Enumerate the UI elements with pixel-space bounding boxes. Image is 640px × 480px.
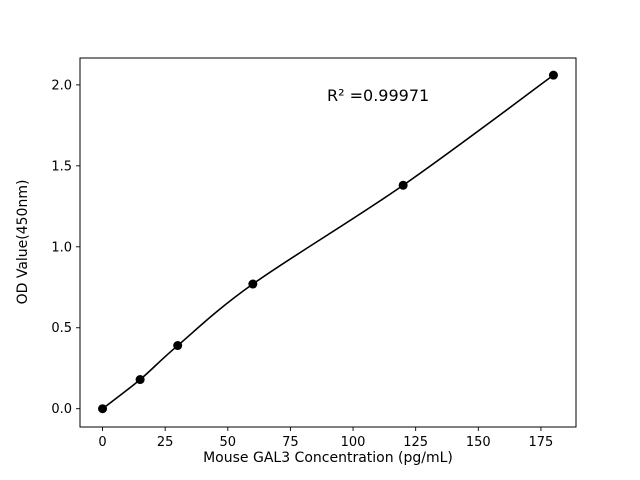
y-tick-label: 1.0 <box>51 240 72 255</box>
y-tick-label: 1.5 <box>51 159 72 174</box>
r-squared-annotation: R² =0.99971 <box>327 86 429 105</box>
plot-frame <box>79 57 577 428</box>
y-tick-label: 0.0 <box>51 402 72 417</box>
x-tick-label: 125 <box>403 435 428 450</box>
x-tick-label: 25 <box>157 435 174 450</box>
y-tick-label: 0.5 <box>51 321 72 336</box>
fit-line <box>102 74 554 410</box>
data-point <box>548 70 558 80</box>
y-tick-label: 2.0 <box>51 78 72 93</box>
data-point <box>135 375 145 385</box>
data-points <box>98 70 558 414</box>
x-tick-label: 175 <box>529 435 554 450</box>
y-axis-ticks: 0.0 0.5 1.0 1.5 2.0 <box>51 78 80 417</box>
data-point <box>173 341 183 351</box>
x-tick-label: 150 <box>466 435 491 450</box>
x-tick-label: 50 <box>220 435 237 450</box>
x-tick-label: 100 <box>341 435 366 450</box>
data-point <box>98 404 108 414</box>
data-point <box>398 180 408 190</box>
y-axis-label: OD Value(450nm) <box>15 180 31 305</box>
x-tick-label: 0 <box>98 435 106 450</box>
data-point <box>248 279 258 289</box>
x-tick-label: 75 <box>282 435 299 450</box>
x-axis-ticks: 0 25 50 75 100 125 150 175 <box>98 427 553 450</box>
x-axis-label: Mouse GAL3 Concentration (pg/mL) <box>203 450 453 466</box>
